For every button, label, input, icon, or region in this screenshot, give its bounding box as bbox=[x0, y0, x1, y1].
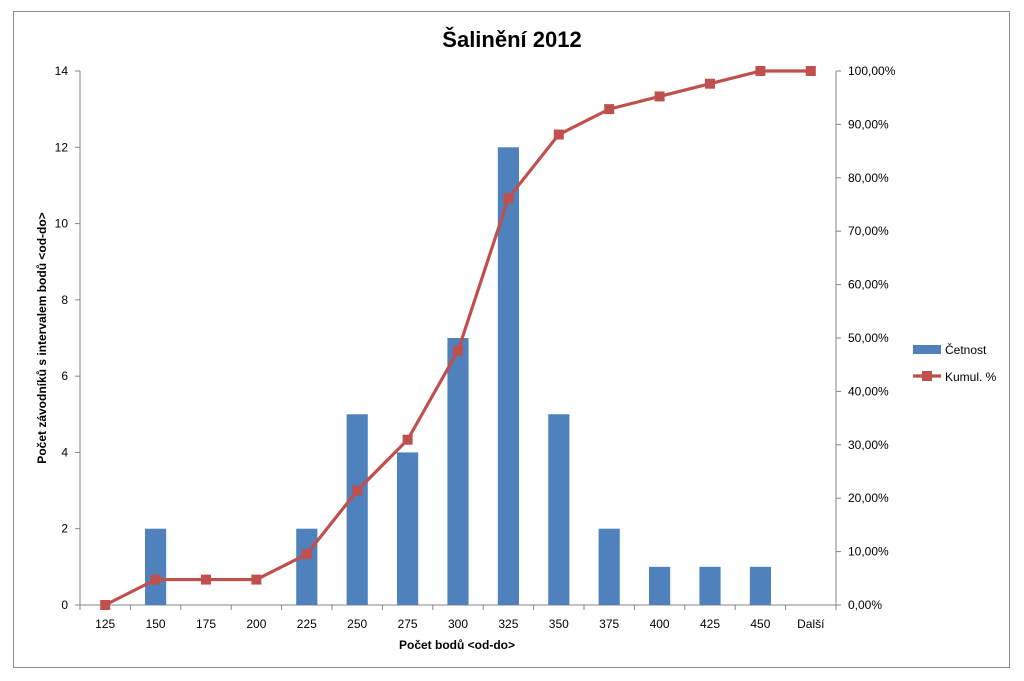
bar bbox=[145, 528, 167, 605]
bar bbox=[699, 566, 721, 605]
x-tick-label: Další bbox=[797, 617, 825, 631]
y-right-tick-label: 50,00% bbox=[848, 331, 889, 345]
y-left-tick-label: 10 bbox=[55, 217, 69, 231]
bar bbox=[497, 147, 519, 606]
y-right-tick-label: 20,00% bbox=[848, 491, 889, 505]
cumulative-marker bbox=[453, 345, 463, 356]
y-left-tick-label: 0 bbox=[61, 598, 68, 612]
x-tick-label: 125 bbox=[95, 617, 115, 631]
y-left-tick-label: 8 bbox=[61, 293, 68, 307]
chart-title: Šalinění 2012 bbox=[442, 27, 581, 52]
x-tick-label: 200 bbox=[246, 617, 266, 631]
x-tick-label: 150 bbox=[146, 617, 166, 631]
y-right-tick-label: 90,00% bbox=[848, 117, 889, 131]
y-right-tick-label: 80,00% bbox=[848, 171, 889, 185]
x-tick-label: 300 bbox=[448, 617, 468, 631]
x-tick-label: 400 bbox=[650, 617, 670, 631]
cumulative-marker bbox=[201, 574, 211, 585]
y-right-tick-label: 40,00% bbox=[848, 384, 889, 398]
x-tick-label: 425 bbox=[700, 617, 720, 631]
x-axis-title: Počet bodů <od-do> bbox=[399, 638, 515, 652]
y-right-tick-label: 70,00% bbox=[848, 224, 889, 238]
cumulative-marker bbox=[805, 66, 816, 76]
y-left-tick-label: 2 bbox=[61, 522, 68, 536]
cumulative-marker bbox=[755, 66, 766, 76]
x-tick-label: 225 bbox=[297, 617, 317, 631]
y-axis-title: Počet závodníků s intervalem bodů <od-do… bbox=[35, 212, 49, 463]
y-left-tick-label: 12 bbox=[55, 140, 69, 154]
bar bbox=[397, 452, 419, 605]
cumulative-marker bbox=[352, 485, 363, 496]
legend-label-line: Kumul. % bbox=[945, 370, 997, 384]
bar bbox=[649, 566, 671, 605]
y-right-tick-label: 100,00% bbox=[848, 64, 896, 78]
bar bbox=[447, 338, 469, 605]
y-left-tick-label: 4 bbox=[61, 445, 68, 459]
y-right-tick-label: 10,00% bbox=[848, 545, 889, 559]
bar bbox=[296, 528, 318, 605]
legend-marker-line bbox=[922, 371, 932, 381]
y-right-tick-label: 30,00% bbox=[848, 438, 889, 452]
cumulative-marker bbox=[604, 104, 615, 115]
cumulative-marker bbox=[503, 193, 514, 204]
y-right-tick-label: 60,00% bbox=[848, 278, 889, 292]
cumulative-marker bbox=[251, 574, 262, 585]
x-tick-label: 350 bbox=[549, 617, 569, 631]
x-tick-label: 375 bbox=[599, 617, 619, 631]
bar bbox=[346, 414, 368, 605]
y-left-tick-label: 14 bbox=[55, 64, 69, 78]
legend-label-bar: Četnost bbox=[945, 342, 987, 357]
y-right-tick-label: 0,00% bbox=[848, 598, 882, 612]
cumulative-marker bbox=[100, 600, 111, 610]
y-left-tick-label: 6 bbox=[61, 369, 68, 383]
cumulative-marker bbox=[301, 549, 312, 560]
cumulative-marker bbox=[402, 434, 413, 445]
bar bbox=[598, 528, 620, 605]
x-tick-label: 450 bbox=[750, 617, 770, 631]
bar bbox=[749, 566, 771, 605]
cumulative-marker bbox=[150, 574, 161, 585]
x-tick-label: 275 bbox=[398, 617, 418, 631]
legend-swatch-bar bbox=[913, 345, 941, 354]
x-tick-label: 175 bbox=[196, 617, 216, 631]
cumulative-marker bbox=[654, 91, 665, 102]
cumulative-marker bbox=[705, 78, 715, 89]
x-tick-label: 250 bbox=[347, 617, 367, 631]
x-tick-label: 325 bbox=[498, 617, 518, 631]
cumulative-marker bbox=[553, 129, 564, 140]
bar bbox=[548, 414, 570, 605]
